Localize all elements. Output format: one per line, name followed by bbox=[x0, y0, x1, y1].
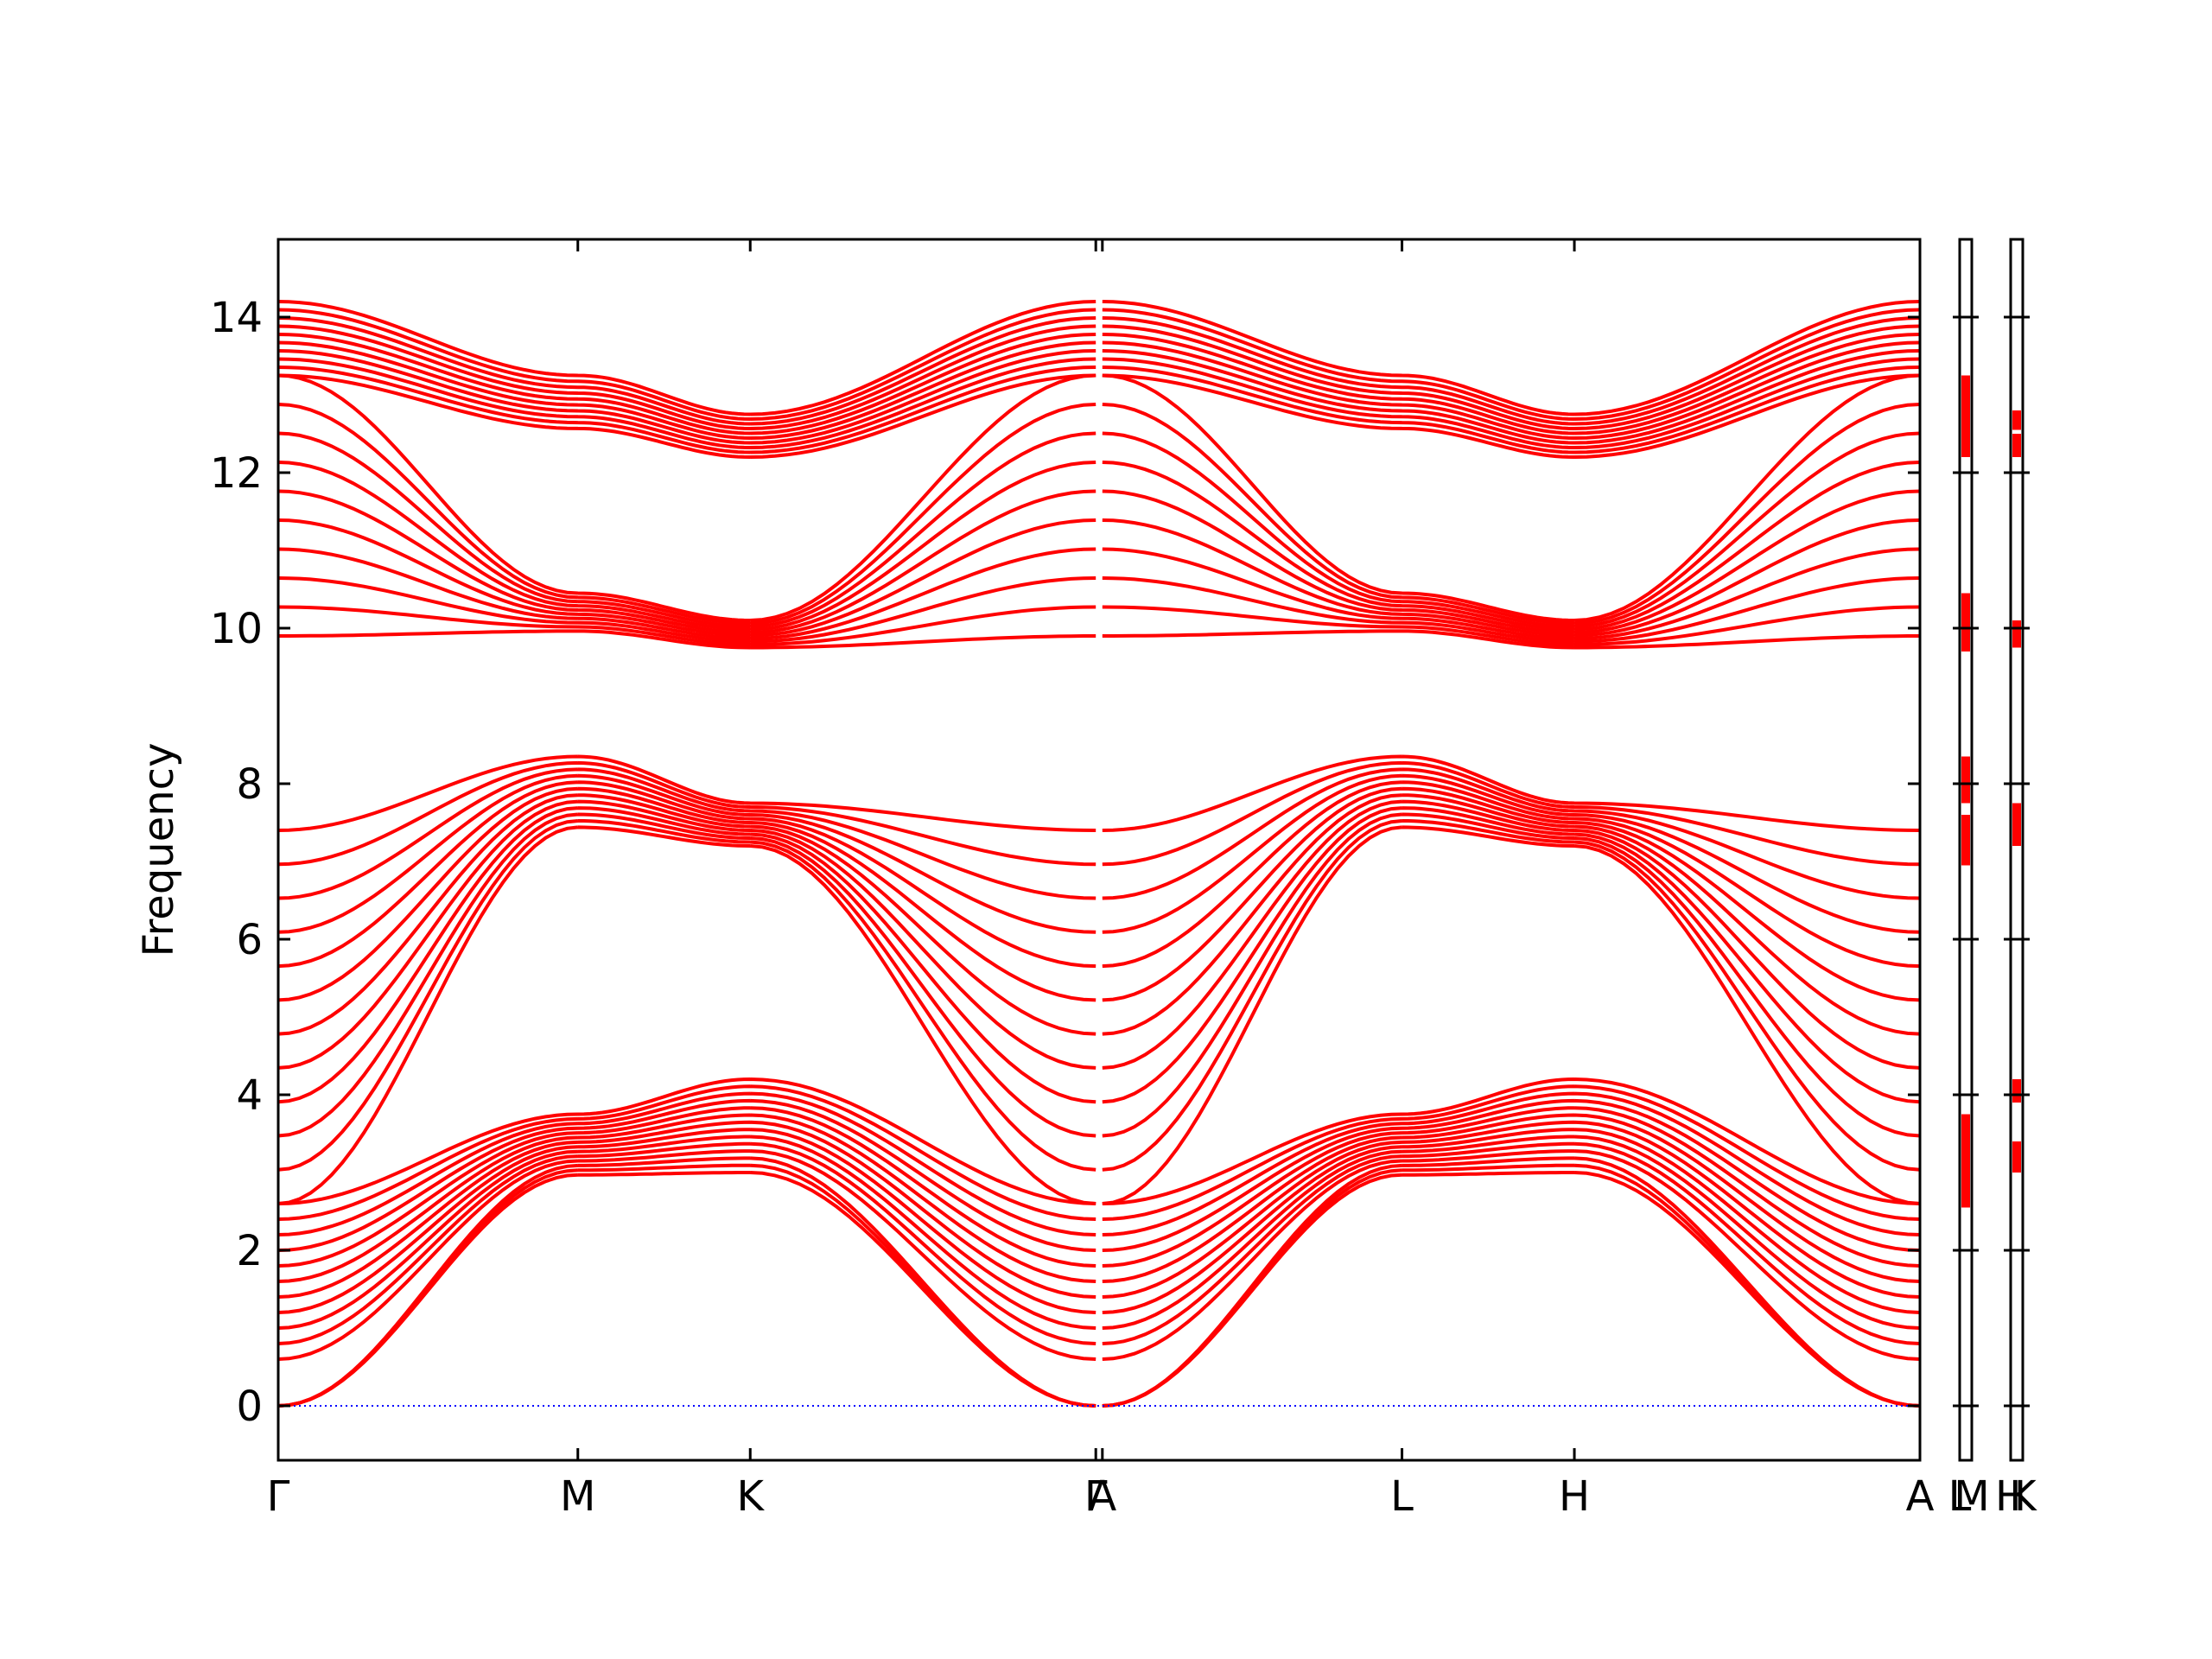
band-line bbox=[277, 308, 1921, 421]
band-line bbox=[277, 373, 1921, 459]
band-line bbox=[277, 1084, 1921, 1221]
x-tick-label: Γ bbox=[1084, 1472, 1108, 1521]
band-line bbox=[277, 780, 1921, 969]
band-line bbox=[277, 806, 1921, 1104]
band-line bbox=[277, 1113, 1921, 1283]
x-tick-label: H bbox=[1559, 1472, 1590, 1521]
y-tick-label: 14 bbox=[210, 294, 263, 342]
y-tick-label: 12 bbox=[210, 449, 263, 498]
dos-side-panels: LM HK bbox=[1948, 238, 2037, 1521]
band-line bbox=[277, 300, 1921, 416]
band-line bbox=[277, 431, 1921, 628]
x-tick-label: K bbox=[737, 1472, 766, 1521]
side-panel-label: M bbox=[1954, 1472, 1989, 1521]
band-line bbox=[277, 1098, 1921, 1252]
band-line bbox=[277, 576, 1921, 644]
x-tick-label: Γ bbox=[267, 1472, 290, 1521]
band-line bbox=[277, 333, 1921, 435]
side-panel-label: H bbox=[1995, 1472, 2026, 1521]
side-panel-label: K bbox=[2009, 1472, 2037, 1521]
dos-bar bbox=[2012, 620, 2021, 648]
band-line bbox=[277, 373, 1921, 622]
band-line bbox=[277, 1141, 1921, 1345]
band-line bbox=[277, 1120, 1921, 1299]
band-line bbox=[277, 1135, 1921, 1330]
y-axis-title: Frequency bbox=[135, 743, 183, 957]
band-line bbox=[277, 316, 1921, 426]
band-line bbox=[277, 340, 1921, 440]
main-plot-frame bbox=[276, 238, 1922, 1462]
x-axis-ticks: Γ M K ΓA L H A bbox=[267, 239, 1935, 1521]
band-line bbox=[277, 786, 1921, 1002]
dos-bar bbox=[2012, 434, 2021, 457]
band-line bbox=[277, 1163, 1921, 1408]
side-panel-label: L bbox=[1948, 1472, 1972, 1521]
x-tick-label: L bbox=[1390, 1472, 1414, 1521]
x-tick-label: A bbox=[1906, 1472, 1935, 1521]
band-line bbox=[278, 629, 1920, 650]
band-line bbox=[277, 799, 1921, 1070]
side-panel-frame bbox=[1958, 238, 1974, 1462]
dos-bar bbox=[1961, 1114, 1970, 1208]
band-line bbox=[277, 1077, 1921, 1205]
band-line bbox=[277, 489, 1921, 634]
band-line bbox=[277, 1106, 1921, 1268]
band-line bbox=[277, 365, 1921, 454]
band-line bbox=[277, 357, 1921, 449]
band-line bbox=[277, 349, 1921, 445]
y-tick-label: 4 bbox=[236, 1071, 263, 1120]
dos-bar bbox=[2012, 410, 2021, 430]
band-line bbox=[277, 403, 1921, 626]
band-line bbox=[277, 1156, 1921, 1408]
band-line bbox=[277, 767, 1921, 900]
band-line bbox=[277, 324, 1921, 430]
band-line bbox=[277, 547, 1921, 640]
band-line bbox=[277, 825, 1921, 1205]
y-tick-label: 6 bbox=[236, 916, 263, 964]
y-tick-label: 0 bbox=[236, 1382, 263, 1431]
phonon-bands bbox=[277, 300, 1921, 1408]
x-tick-label: A bbox=[1088, 1472, 1116, 1521]
dos-bar bbox=[2012, 1141, 2021, 1173]
x-tick-label: M bbox=[560, 1472, 595, 1521]
band-line bbox=[277, 518, 1921, 638]
dos-bar bbox=[1961, 756, 1970, 804]
band-line bbox=[277, 760, 1921, 867]
band-line bbox=[277, 605, 1921, 646]
band-line bbox=[277, 793, 1921, 1036]
dos-bar bbox=[1961, 593, 1970, 652]
dos-bar bbox=[1961, 815, 1970, 866]
dos-bar bbox=[2012, 1079, 2021, 1103]
band-line bbox=[277, 1091, 1921, 1236]
band-line bbox=[277, 1149, 1921, 1361]
band-line bbox=[277, 819, 1921, 1172]
y-tick-label: 2 bbox=[236, 1227, 263, 1275]
y-tick-label: 8 bbox=[236, 760, 263, 809]
dos-bar bbox=[2012, 803, 2021, 846]
y-axis-ticks: 0 2 4 6 8 10 12 14 bbox=[210, 294, 1920, 1431]
side-panel-frame bbox=[2009, 238, 2024, 1462]
band-line bbox=[277, 1128, 1921, 1314]
dos-bar bbox=[1961, 375, 1970, 457]
y-tick-label: 10 bbox=[210, 605, 263, 653]
band-line bbox=[277, 812, 1921, 1138]
band-line bbox=[277, 461, 1921, 632]
band-line bbox=[277, 773, 1921, 934]
band-line bbox=[277, 754, 1921, 832]
